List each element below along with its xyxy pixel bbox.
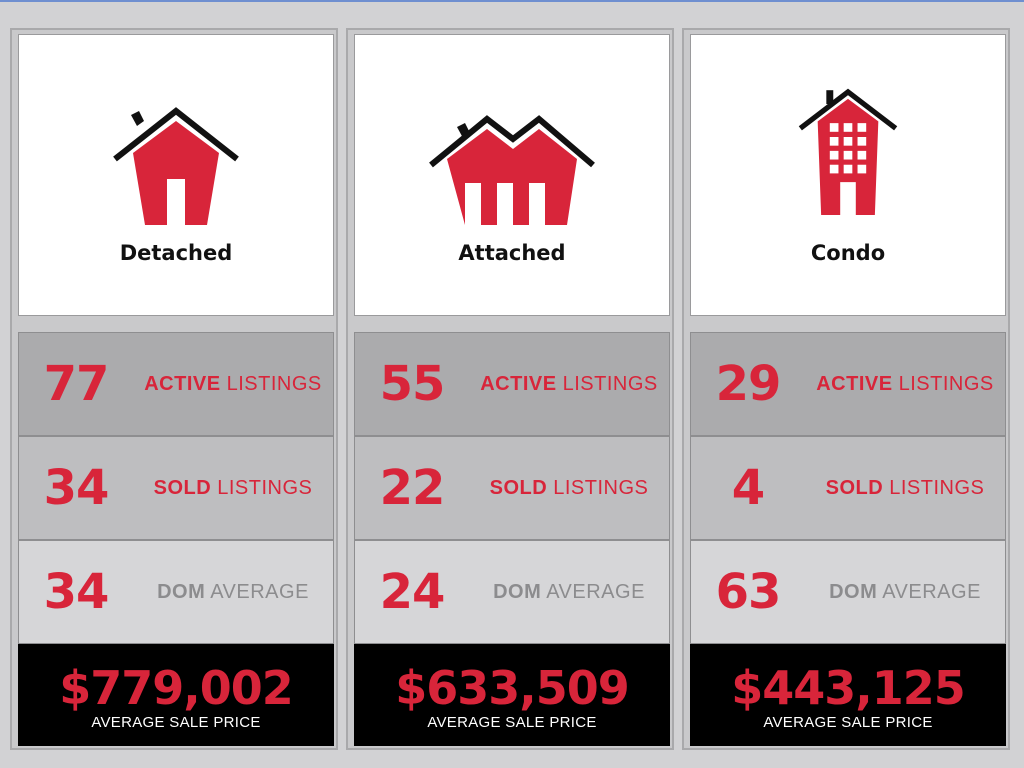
active-listings-label: ACTIVE LISTINGS — [816, 372, 994, 395]
dom-average-label: DOM AVERAGE — [157, 580, 309, 603]
active-count: 77 — [43, 356, 110, 412]
dom-average-row: 63 DOM AVERAGE — [690, 540, 1006, 644]
active-count: 29 — [715, 356, 782, 412]
dom-value: 24 — [379, 564, 446, 620]
average-sale-price: $779,002 — [59, 661, 294, 715]
average-sale-price-box: $779,002 AVERAGE SALE PRICE — [18, 644, 334, 746]
sold-count: 34 — [43, 460, 110, 516]
sold-listings-row: 34 SOLD LISTINGS — [18, 436, 334, 540]
average-sale-price-box: $443,125 AVERAGE SALE PRICE — [690, 644, 1006, 746]
card-title: Detached — [119, 241, 233, 265]
detached-card: Detached — [18, 34, 334, 316]
condo-building-icon — [691, 85, 1005, 235]
average-sale-price-box: $633,509 AVERAGE SALE PRICE — [354, 644, 670, 746]
average-sale-price: $443,125 — [731, 661, 966, 715]
dom-average-row: 34 DOM AVERAGE — [18, 540, 334, 644]
card-title: Condo — [810, 241, 886, 265]
attached-house-icon — [355, 107, 669, 237]
dom-value: 34 — [43, 564, 110, 620]
active-listings-row: 55 ACTIVE LISTINGS — [354, 332, 670, 436]
card-title: Attached — [458, 241, 566, 265]
sold-listings-row: 4 SOLD LISTINGS — [690, 436, 1006, 540]
sold-count: 4 — [731, 460, 765, 516]
average-sale-price-label: AVERAGE SALE PRICE — [427, 714, 597, 731]
detached-house-icon — [19, 107, 333, 237]
sold-listings-label: SOLD LISTINGS — [489, 476, 649, 499]
active-listings-label: ACTIVE LISTINGS — [480, 372, 658, 395]
sold-listings-row: 22 SOLD LISTINGS — [354, 436, 670, 540]
sold-count: 22 — [379, 460, 446, 516]
sold-listings-label: SOLD LISTINGS — [825, 476, 985, 499]
active-listings-label: ACTIVE LISTINGS — [144, 372, 322, 395]
average-sale-price-label: AVERAGE SALE PRICE — [91, 714, 261, 731]
active-listings-row: 29 ACTIVE LISTINGS — [690, 332, 1006, 436]
active-listings-row: 77 ACTIVE LISTINGS — [18, 332, 334, 436]
attached-column: Attached 55 ACTIVE LISTINGS 22 SOLD LIST… — [346, 28, 674, 750]
condo-column: Condo 29 ACTIVE LISTINGS 4 SOLD LISTINGS… — [682, 28, 1010, 750]
dom-average-row: 24 DOM AVERAGE — [354, 540, 670, 644]
dom-average-label: DOM AVERAGE — [493, 580, 645, 603]
attached-card: Attached — [354, 34, 670, 316]
average-sale-price-label: AVERAGE SALE PRICE — [763, 714, 933, 731]
sold-listings-label: SOLD LISTINGS — [153, 476, 313, 499]
average-sale-price: $633,509 — [395, 661, 630, 715]
detached-column: Detached 77 ACTIVE LISTINGS 34 SOLD LIST… — [10, 28, 338, 750]
active-count: 55 — [379, 356, 446, 412]
dom-value: 63 — [715, 564, 782, 620]
dom-average-label: DOM AVERAGE — [829, 580, 981, 603]
condo-card: Condo — [690, 34, 1006, 316]
